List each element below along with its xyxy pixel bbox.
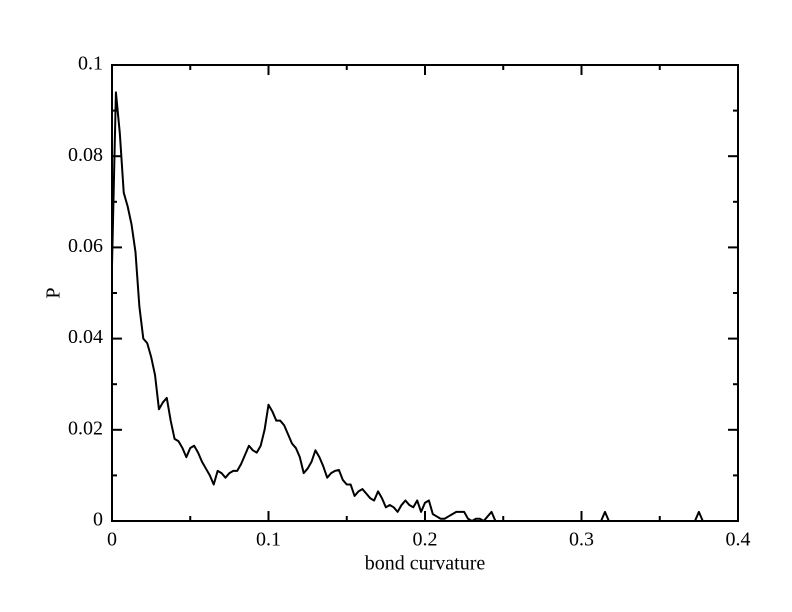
y-tick-label: 0.06 (68, 235, 103, 257)
y-tick-label: 0.02 (68, 417, 103, 439)
y-tick-label: 0.1 (78, 53, 103, 75)
data-line (111, 91, 704, 522)
x-tick-label: 0 (107, 529, 117, 551)
x-tick-label: 0.3 (569, 529, 594, 551)
x-tick-label: 0.1 (256, 529, 281, 551)
x-tick-label: 0.2 (413, 529, 438, 551)
y-tick-label: 0 (93, 509, 103, 531)
y-axis-label: P (43, 287, 65, 298)
x-tick-label: 0.4 (726, 529, 751, 551)
plot-frame (111, 64, 739, 522)
y-tick-label: 0.04 (68, 326, 103, 348)
y-tick-label: 0.08 (68, 144, 103, 166)
x-axis-label: bond curvature (365, 553, 486, 575)
